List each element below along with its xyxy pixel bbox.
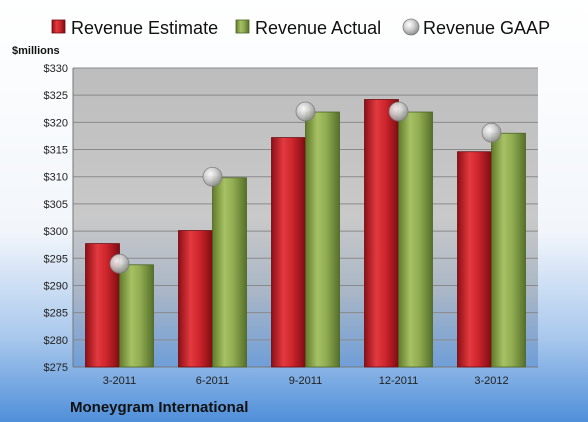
actual-bar: [305, 111, 340, 368]
x-axis-ticks: 3-2011 6-2011 9-2011 12-2011 3-2012: [103, 375, 509, 387]
y-tick-label: $310: [44, 172, 68, 184]
actual-bar: [491, 132, 526, 368]
legend-swatch-estimate: [51, 19, 66, 34]
gaap-marker: [388, 101, 409, 122]
gaap-marker: [202, 166, 223, 187]
estimate-bar: [271, 137, 306, 368]
y-tick-label: $330: [44, 63, 68, 75]
estimate-bar: [178, 230, 213, 368]
y-tick-label: $280: [44, 335, 68, 347]
company-name: Moneygram International: [70, 399, 248, 416]
legend: Revenue Estimate Revenue Actual Revenue GA…: [51, 18, 550, 38]
y-tick-label: $275: [44, 362, 68, 374]
y-tick-label: $300: [44, 226, 68, 238]
legend-label: Revenue Actual: [255, 18, 381, 38]
estimate-bar: [457, 151, 492, 368]
legend-swatch-gaap: [402, 18, 420, 36]
actual-bar: [398, 111, 433, 368]
y-tick-label: $320: [44, 117, 68, 129]
legend-swatch-actual: [235, 19, 250, 34]
y-axis-unit-label: $millions: [12, 45, 60, 57]
y-tick-label: $290: [44, 280, 68, 292]
x-tick-label: 12-2011: [379, 375, 419, 387]
legend-label: Revenue Estimate: [71, 18, 218, 38]
y-tick-label: $315: [44, 145, 68, 157]
y-axis-ticks: $275 $280 $285 $290 $295 $300 $305 $310 $315 $320…: [44, 63, 68, 374]
x-tick-label: 3-2011: [103, 375, 136, 387]
gaap-marker: [295, 101, 316, 122]
y-tick-label: $305: [44, 199, 68, 211]
y-tick-label: $295: [44, 253, 68, 265]
gaap-markers: [109, 101, 502, 274]
gaap-marker: [109, 253, 130, 274]
x-tick-label: 6-2011: [196, 375, 229, 387]
bars: [85, 99, 526, 368]
legend-label: Revenue GAAP: [423, 18, 550, 38]
y-tick-label: $325: [44, 90, 68, 102]
gaap-marker: [481, 122, 502, 143]
y-tick-label: $285: [44, 308, 68, 320]
x-tick-label: 9-2011: [289, 375, 322, 387]
actual-bar: [212, 177, 247, 368]
actual-bar: [119, 264, 154, 368]
x-tick-label: 3-2012: [474, 375, 508, 387]
estimate-bar: [364, 99, 399, 368]
